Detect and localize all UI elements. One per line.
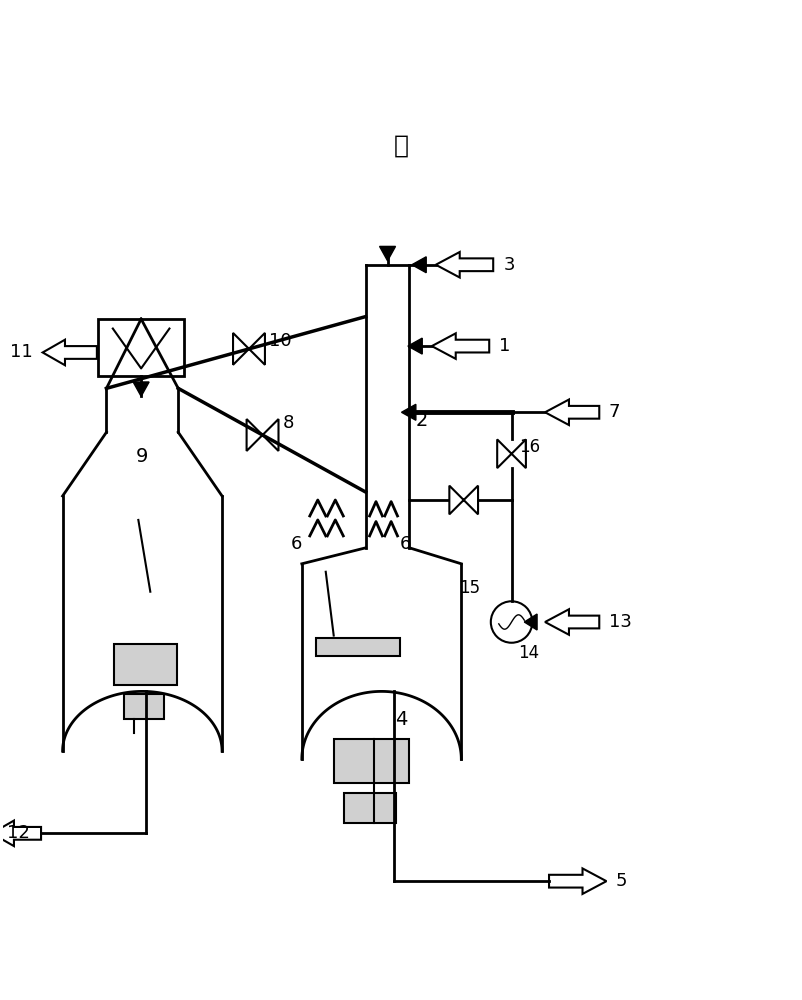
- Text: 15: 15: [459, 579, 480, 597]
- Polygon shape: [407, 338, 422, 354]
- Text: 6: 6: [399, 535, 411, 553]
- Bar: [334, 739, 409, 783]
- Bar: [316, 638, 399, 656]
- Text: 3: 3: [503, 256, 514, 274]
- Bar: [99, 319, 184, 376]
- Text: 4: 4: [395, 710, 407, 729]
- Text: 2: 2: [415, 411, 427, 430]
- Text: 5: 5: [614, 872, 626, 890]
- Text: 16: 16: [519, 438, 540, 456]
- Text: 7: 7: [608, 403, 620, 421]
- Bar: [124, 694, 164, 719]
- Polygon shape: [524, 614, 537, 630]
- Bar: [343, 793, 395, 823]
- Text: 12: 12: [6, 824, 30, 842]
- Text: 8: 8: [282, 414, 294, 432]
- Text: 9: 9: [136, 447, 148, 466]
- Text: 图: 图: [394, 133, 408, 157]
- Text: 6: 6: [290, 535, 302, 553]
- Polygon shape: [133, 382, 149, 396]
- Text: 13: 13: [608, 613, 631, 631]
- Polygon shape: [379, 246, 395, 261]
- Text: 1: 1: [498, 337, 509, 355]
- Polygon shape: [401, 404, 415, 420]
- Text: 11: 11: [10, 343, 32, 361]
- Bar: [114, 644, 176, 685]
- Polygon shape: [411, 257, 426, 273]
- Text: 10: 10: [269, 332, 291, 350]
- Text: 14: 14: [517, 644, 538, 662]
